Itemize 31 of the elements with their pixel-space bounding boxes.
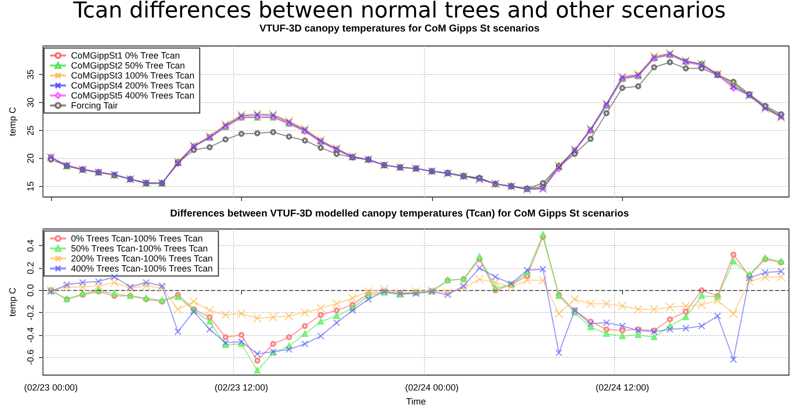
y-axis-title: temp C	[8, 287, 18, 317]
x-axis-title: Time	[406, 396, 426, 406]
legend-label: CoMGippSt1 0% Tree Tcan	[71, 50, 180, 60]
y-tick-label: -0.6	[26, 350, 36, 366]
chart-subtitle: VTUF-3D canopy temperatures for CoM Gipps St scenarios	[259, 24, 540, 34]
chart-title: Differences between VTUF-3D modelled canopy temperatures (Tcan) for CoM Gipps St scenarios	[170, 208, 630, 220]
legend-label: 0% Trees Tcan-100% Trees Tcan	[71, 234, 203, 244]
chart-title: Tcan differences between normal trees and other scenarios	[72, 0, 726, 24]
legend-label: 50% Trees Tcan-100% Trees Tcan	[71, 244, 208, 254]
x-tick-label: (02/24 12:00)	[596, 382, 650, 393]
y-tick-label: 0.0	[26, 284, 36, 297]
y-tick-label: -0.4	[26, 327, 36, 343]
legend-label: 200% Trees Tcan-100% Trees Tcan	[71, 254, 213, 264]
y-tick-label: 0.4	[26, 239, 36, 252]
x-tick-label: (02/24 00:00)	[405, 382, 459, 393]
y-axis-title: temp C	[8, 106, 18, 136]
y-tick-label: 30	[26, 97, 36, 108]
legend-label: 400% Trees Tcan-100% Trees Tcan	[71, 264, 213, 274]
y-tick-label: 25	[26, 125, 36, 136]
y-tick-label: 15	[26, 181, 36, 192]
x-tick-label: (02/23 00:00)	[24, 382, 78, 393]
legend-label: CoMGippSt2 50% Tree Tcan	[71, 60, 185, 70]
y-tick-label: -0.2	[26, 304, 36, 320]
y-tick-label: 0.2	[26, 262, 36, 274]
x-tick-label: (02/23 12:00)	[214, 382, 268, 393]
legend-label: CoMGippSt3 100% Trees Tcan	[71, 70, 194, 80]
y-tick-label: 35	[26, 70, 36, 80]
legend-label: CoMGippSt4 200% Trees Tcan	[71, 80, 194, 90]
legend-label: Forcing Tair	[71, 100, 118, 110]
legend-label: CoMGippSt5 400% Trees Tcan	[71, 90, 194, 100]
y-tick-label: 20	[26, 153, 36, 164]
